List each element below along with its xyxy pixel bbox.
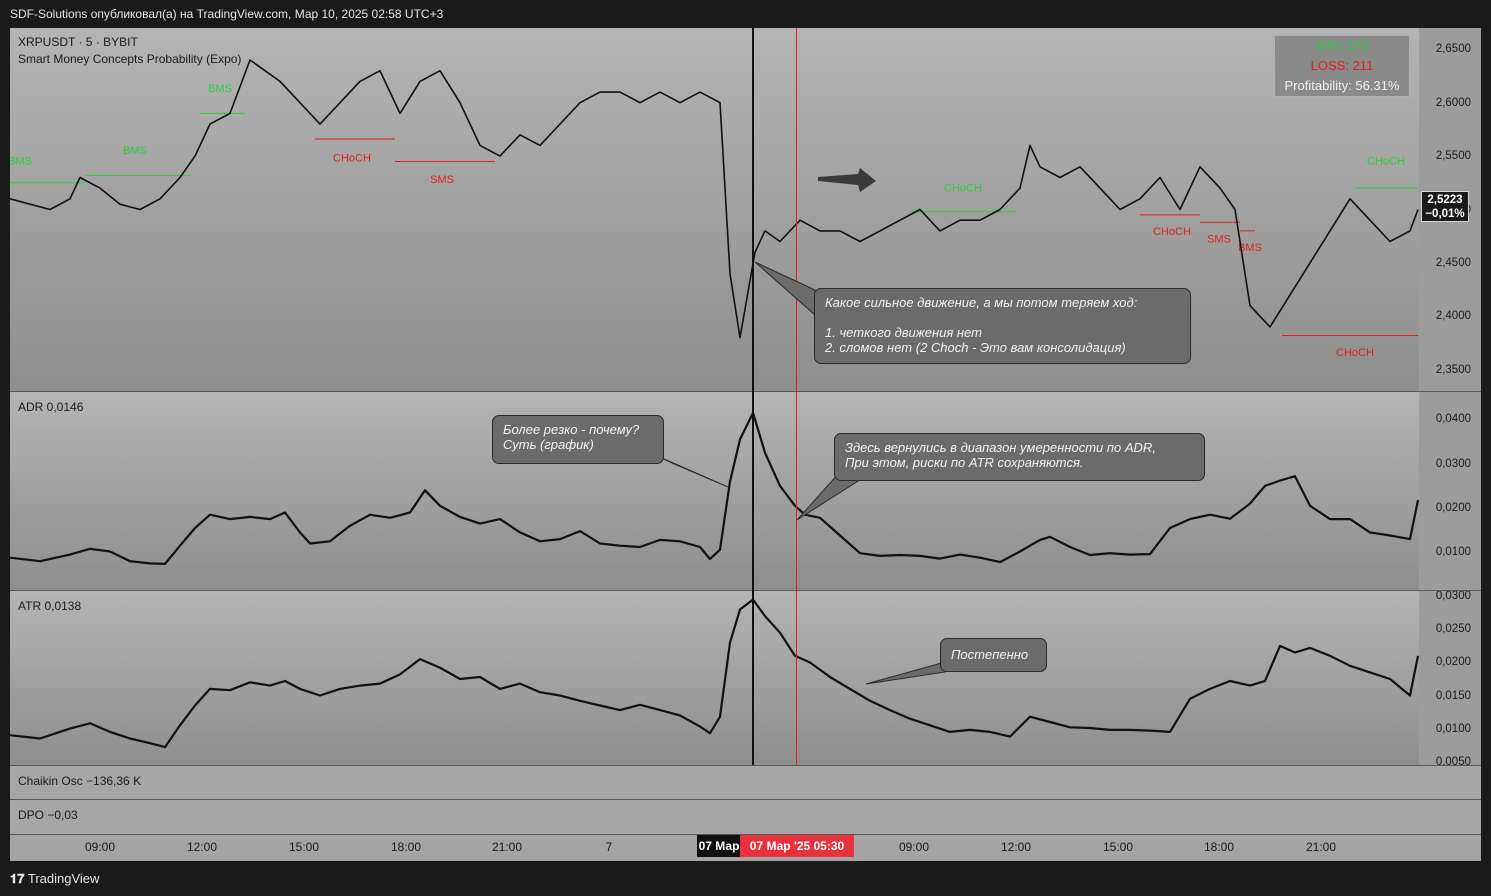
callout-atr: Постепенно (940, 638, 1047, 672)
ADR-y-tick: 0,0100 (1435, 546, 1471, 559)
atr-plot[interactable] (10, 591, 1419, 765)
price-y-tick: 2,5500 (1435, 150, 1471, 163)
atr-axis[interactable]: 0,0300 0,0250 0,0200 0,0150 0,0100 0,0050 (1419, 591, 1481, 765)
structure-label-sms: SMS (1207, 234, 1231, 246)
cursor-vertical-line (796, 28, 797, 765)
x-tick: 12:00 (1000, 840, 1032, 854)
dpo-label: DPO −0,03 (18, 808, 78, 822)
structure-label-bms: BMS (208, 83, 232, 95)
price-y-tick: 2,3500 (1435, 363, 1471, 376)
price-plot[interactable]: BMS BMS BMS CHoCH SMS CHoCH CHoCH SMS BMS CHoCH CH… (10, 28, 1419, 391)
ATR-y-tick: 0,0250 (1435, 623, 1471, 636)
ATR-y-tick: 0,0050 (1435, 755, 1471, 765)
crosshair-date-tag: 07 Мар (697, 835, 741, 857)
price-y-tick: 2,6000 (1435, 96, 1471, 109)
x-tick: 21:00 (491, 840, 523, 854)
profitability-value: Profitability: 56.31% (1284, 78, 1400, 93)
last-price-tag: 2,5223 −0,01% (1421, 191, 1469, 222)
structure-label-sms: SMS (430, 174, 454, 186)
adr-pane[interactable]: 0,0400 0,0300 0,0200 0,0100 ADR 0,0146 (10, 392, 1481, 590)
loss-count: LOSS: 211 (1310, 58, 1374, 73)
structure-label-choch: CHoCH (944, 182, 982, 194)
ATR-y-tick: 0,0100 (1435, 722, 1471, 735)
structure-label-bms: BMS (10, 156, 32, 168)
structure-label-choch: CHoCH (1367, 156, 1405, 168)
adr-label: ADR 0,0146 (18, 400, 84, 414)
structure-label-choch: CHoCH (333, 152, 371, 164)
adr-plot[interactable] (10, 392, 1419, 590)
tradingview-logo-icon: 𝟏𝟕 (10, 871, 25, 886)
ADR-y-tick: 0,0400 (1435, 413, 1471, 426)
dpo-pane[interactable]: DPO −0,03 (10, 800, 1481, 834)
atr-pane[interactable]: 0,0300 0,0250 0,0200 0,0150 0,0100 0,0050 ATR… (10, 591, 1481, 765)
main-pane[interactable]: BMS BMS BMS CHoCH SMS CHoCH CHoCH SMS BMS CHoCH CH… (10, 28, 1481, 391)
callout-adr-left: Более резко - почему? Суть (график) (492, 415, 664, 464)
structure-label-bms: BMS (123, 145, 147, 157)
ADR-y-tick: 0,0300 (1435, 457, 1471, 470)
indicator-label: Smart Money Concepts Probability (Expo) (18, 52, 242, 66)
ADR-series-line (10, 411, 1419, 565)
ATR-y-tick: 0,0300 (1435, 591, 1471, 603)
publish-info: SDF-Solutions опубликовал(а) на TradingV… (10, 7, 444, 21)
structure-label-choch: CHoCH (1153, 226, 1191, 238)
x-tick: 09:00 (898, 840, 930, 854)
price-y-tick: 2,4000 (1435, 310, 1471, 323)
structure-label-choch: CHoCH (1336, 347, 1374, 359)
atr-label: ATR 0,0138 (18, 599, 82, 613)
x-tick: 12:00 (186, 840, 218, 854)
structure-label-bms: BMS (1238, 242, 1262, 254)
x-tick: 18:00 (390, 840, 422, 854)
ADR-y-tick: 0,0200 (1435, 502, 1471, 515)
crosshair-vertical-line (752, 28, 754, 765)
ATR-y-tick: 0,0200 (1435, 656, 1471, 669)
chaikin-pane[interactable]: Chaikin Osc −136,36 K (10, 766, 1481, 799)
x-tick: 09:00 (84, 840, 116, 854)
win-count: WIN: 272 (1314, 38, 1370, 53)
x-tick: 21:00 (1305, 840, 1337, 854)
stats-box: WIN: 272 LOSS: 211 Profitability: 56.31% (1273, 34, 1411, 98)
price-y-tick: 2,6500 (1435, 43, 1471, 56)
price-series-line (10, 59, 1419, 339)
callout-main: Какое сильное движение, а мы потом теряе… (814, 288, 1191, 364)
symbol-label: XRPUSDT · 5 · BYBIT (18, 35, 138, 49)
ATR-y-tick: 0,0150 (1435, 689, 1471, 702)
x-tick: 15:00 (288, 840, 320, 854)
ATR-series-line (10, 598, 1419, 749)
callout-adr-right: Здесь вернулись в диапазон умеренности п… (834, 433, 1205, 481)
cursor-date-tag: 07 Мар '25 05:30 (740, 835, 854, 857)
chaikin-label: Chaikin Osc −136,36 K (18, 774, 142, 788)
footer-brand: 𝟏𝟕 TradingView (10, 871, 100, 886)
x-tick: 18:00 (1203, 840, 1235, 854)
x-tick: 7 (605, 840, 613, 854)
adr-axis[interactable]: 0,0400 0,0300 0,0200 0,0100 (1419, 392, 1481, 590)
price-y-tick: 2,4500 (1435, 256, 1471, 269)
x-tick: 15:00 (1102, 840, 1134, 854)
